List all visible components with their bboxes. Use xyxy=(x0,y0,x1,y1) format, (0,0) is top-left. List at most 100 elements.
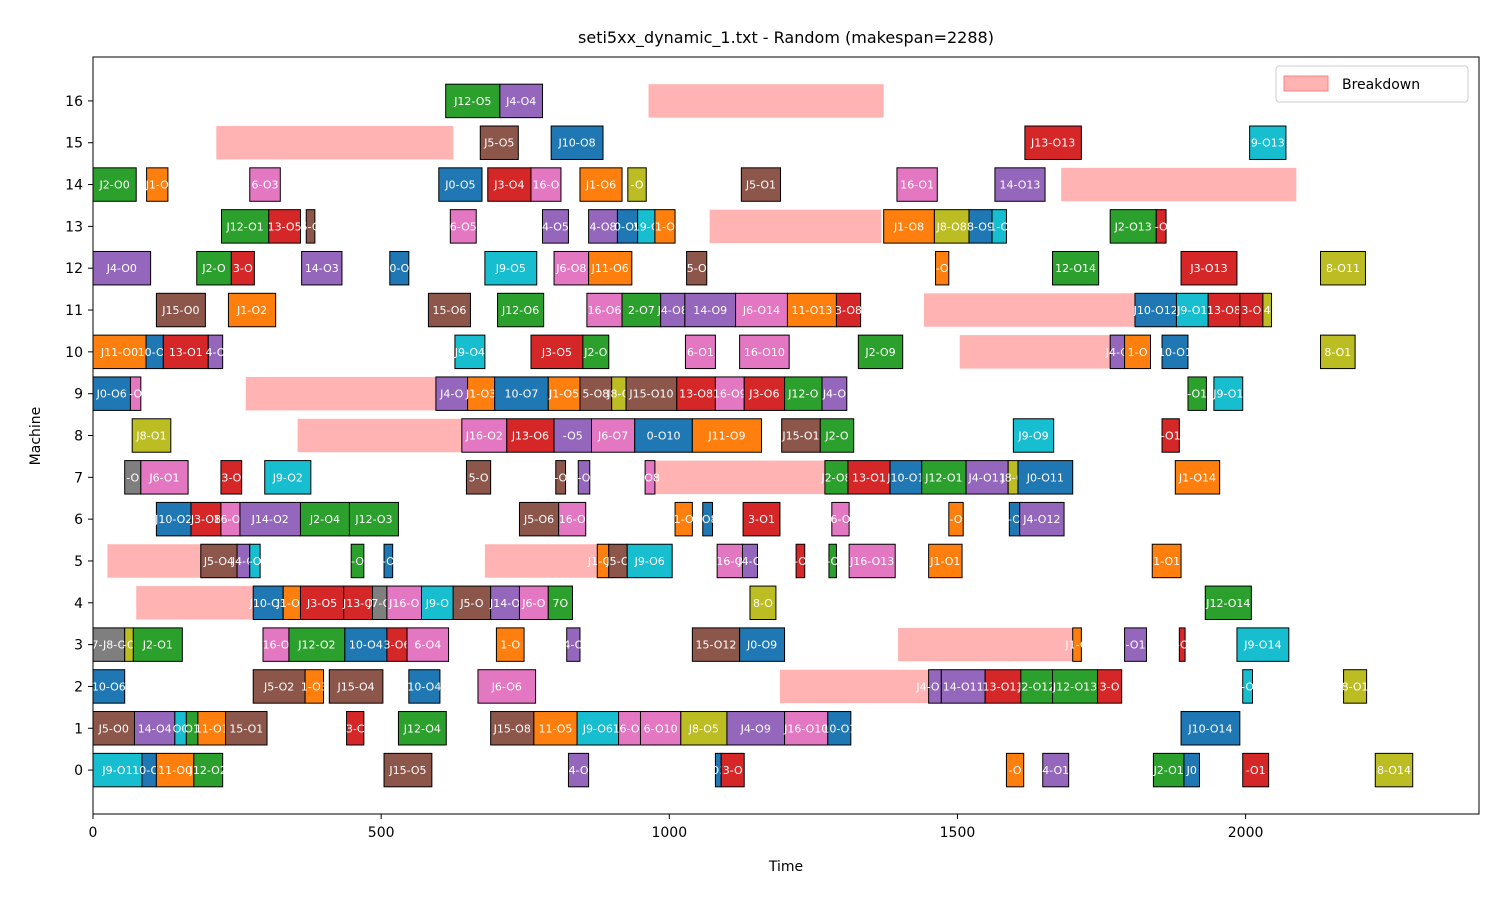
operation-bar: J6-O1 xyxy=(140,460,189,495)
operation-bar: 4-O1 xyxy=(1042,752,1069,788)
operation-label: J12-O2 xyxy=(297,639,335,652)
operation-rect xyxy=(921,460,967,495)
operation-label: J14-O xyxy=(489,597,521,610)
operation-label: -O xyxy=(129,388,142,401)
operation-rect xyxy=(627,167,647,202)
operation-rect xyxy=(674,501,693,537)
operation-label: 13-O8 xyxy=(679,388,713,401)
breakdown-bar xyxy=(959,335,1111,369)
operation-label: -O xyxy=(382,555,395,568)
operation-bar: J1-O8 xyxy=(883,209,935,244)
operation-bar: J1-O5 xyxy=(547,376,581,411)
operation-label: J4-O xyxy=(1105,346,1130,359)
operation-rect xyxy=(819,418,855,453)
operation-label: 16-O6 xyxy=(587,304,621,317)
breakdown-bar xyxy=(654,460,825,495)
operation-label: J6-O8 xyxy=(555,262,586,275)
operation-rect xyxy=(239,501,301,537)
operation-label: J9-O1 xyxy=(1212,388,1243,401)
operation-bar: J2-O8 xyxy=(820,460,852,495)
x-axis-label: Time xyxy=(768,859,803,875)
operation-label: J4-O4 xyxy=(505,95,536,108)
operation-label: 3-O8 xyxy=(835,304,862,317)
operation-label: J12-O3 xyxy=(354,513,392,526)
operation-bar: -O1 xyxy=(1124,627,1147,662)
y-tick-label: 11 xyxy=(65,303,83,319)
operation-rect xyxy=(1072,627,1082,662)
operation-bar: J12-O4 xyxy=(397,711,447,746)
operation-bar: 8-O1 xyxy=(1342,669,1369,704)
operation-rect xyxy=(129,376,142,411)
operation-label: 3-O1 xyxy=(748,513,775,526)
operation-bar: 16-O10 xyxy=(739,334,790,370)
breakdown-bar xyxy=(648,84,884,118)
operation-bar: 11-O1 xyxy=(195,711,229,746)
operation-rect xyxy=(495,627,525,662)
operation-rect xyxy=(346,711,365,746)
operation-rect xyxy=(249,167,281,202)
operation-rect xyxy=(676,376,716,411)
operation-rect xyxy=(784,711,829,746)
operation-rect xyxy=(140,460,189,495)
operation-label: J5-O4 xyxy=(203,555,234,568)
operation-bar: J4-O8 xyxy=(657,292,688,328)
operation-bar: J9-O5 xyxy=(484,250,538,286)
operation-bar: J0-O6 xyxy=(92,376,131,411)
operation-rect xyxy=(835,292,862,328)
operation-rect xyxy=(739,334,790,370)
operation-rect xyxy=(193,752,224,788)
y-tick-label: 9 xyxy=(74,387,83,403)
operation-label: J10-O2 xyxy=(154,513,192,526)
operation-bar: 14-O4 xyxy=(133,711,176,746)
operation-rect xyxy=(1151,543,1182,579)
operation-label: J12-O14 xyxy=(1205,597,1250,610)
operation-rect xyxy=(1134,292,1177,328)
operation-label: J5-O1 xyxy=(745,179,776,192)
operation-bar: J11-O6 xyxy=(588,250,633,286)
operation-rect xyxy=(132,627,183,662)
operation-bar: J11-O9 xyxy=(691,418,763,453)
operation-label: 10-O7 xyxy=(505,388,539,401)
operation-rect xyxy=(386,585,422,621)
operation-label: J3-O5 xyxy=(306,597,337,610)
operation-label: J1-O14 xyxy=(1178,471,1216,484)
operation-bar: -O1 xyxy=(1187,376,1207,411)
operation-bar: J8-O xyxy=(606,376,631,411)
operation-bar: 4-O8 xyxy=(588,209,618,244)
operation-rect xyxy=(1204,585,1252,621)
operation-bar: J2-O12 xyxy=(1017,669,1055,704)
operation-label: -O1 xyxy=(1187,388,1207,401)
operation-rect xyxy=(197,711,227,746)
operation-bar: 15-O12 xyxy=(691,627,741,662)
operation-label: 8-O1 xyxy=(1342,680,1369,693)
operation-rect xyxy=(547,376,581,411)
operation-rect xyxy=(742,501,781,537)
operation-bar: 4-O5 xyxy=(542,209,569,244)
operation-rect xyxy=(252,585,284,621)
operation-label: -O xyxy=(1009,764,1022,777)
y-axis-label: Machine xyxy=(28,407,44,466)
operation-label: 13-O8 xyxy=(1207,304,1241,317)
operation-label: J4-O xyxy=(439,388,464,401)
operation-bar: 16-O xyxy=(530,167,562,202)
operation-bar: 13-O5 xyxy=(268,209,302,244)
operation-rect xyxy=(625,376,678,411)
operation-label: J9-O6 xyxy=(582,722,613,735)
operation-label: J15-O4 xyxy=(336,680,374,693)
operation-bar: 1-O xyxy=(495,627,525,662)
operation-label: J13-O13 xyxy=(1030,137,1075,150)
operation-label: 6-O3 xyxy=(252,179,279,192)
operation-label: -O xyxy=(123,639,136,652)
operation-label: J11-O9 xyxy=(707,430,745,443)
operation-bar: J2-O0 xyxy=(92,167,137,202)
operation-rect xyxy=(935,250,950,286)
operation-bar: J9-O1 xyxy=(1175,292,1209,328)
operation-bar: 9-O13 xyxy=(1249,125,1287,160)
operation-label: J2-O0 xyxy=(99,179,130,192)
operation-bar: J4-O xyxy=(231,543,255,579)
operation-bar: J6-O14 xyxy=(735,292,788,328)
operation-rect xyxy=(928,543,963,579)
operation-label: 1-O1 xyxy=(1153,555,1180,568)
operation-label: O0 xyxy=(173,722,189,735)
